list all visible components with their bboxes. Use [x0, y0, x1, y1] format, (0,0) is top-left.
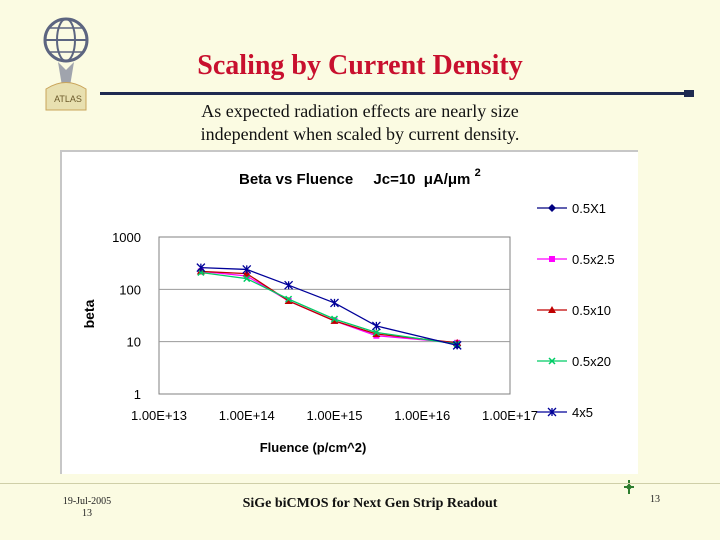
data-point	[371, 321, 381, 331]
x-tick-label: 1.00E+17	[482, 408, 538, 423]
chart-area: Beta vs Fluence Jc=10 μA/μm 2 1 10 100 1000…	[60, 150, 638, 474]
y-axis-label: beta	[81, 299, 97, 328]
data-point	[330, 298, 339, 308]
chart-title-jc: Jc=10	[373, 171, 415, 188]
footer-date: 19-Jul-2005	[62, 496, 112, 507]
footer-rule	[0, 483, 720, 484]
data-point	[285, 295, 293, 303]
footer-page-number: 13	[650, 494, 660, 505]
legend-item: 0.5x2.5	[537, 252, 615, 267]
data-point	[452, 340, 462, 350]
atlas-logo: ATLAS	[43, 17, 89, 111]
series-4x5	[196, 263, 462, 350]
chart-title-main: Beta vs Fluence	[239, 171, 353, 188]
data-point	[196, 263, 206, 273]
legend-label: 0.5X1	[572, 201, 606, 216]
footer-title: SiGe biCMOS for Next Gen Strip Readout	[242, 496, 498, 511]
navigation-icon[interactable]	[621, 479, 637, 495]
data-point	[548, 204, 556, 212]
legend-label: 0.5x2.5	[572, 252, 615, 267]
y-tick-labels: 1 10 100 1000	[112, 230, 141, 402]
beta-vs-fluence-chart: Beta vs Fluence Jc=10 μA/μm 2 1 10 100 1000…	[81, 167, 615, 455]
series-line	[200, 270, 458, 344]
legend: 0.5X1 0.5x2.5 0.5x10 0.5x20 4x5	[537, 201, 615, 420]
footer-date-block: 19-Jul-2005 13	[52, 496, 122, 520]
slide-subtitle: As expected radiation effects are nearly…	[150, 100, 570, 146]
x-tick-label: 1.00E+16	[394, 408, 450, 423]
x-tick-label: 1.00E+14	[219, 408, 275, 423]
data-point	[330, 315, 339, 323]
legend-label: 4x5	[572, 405, 593, 420]
legend-label: 0.5x10	[572, 303, 611, 318]
slide-title: Scaling by Current Density	[197, 50, 523, 81]
chart-title-sup: 2	[475, 167, 481, 179]
legend-item: 0.5x10	[537, 303, 611, 318]
y-tick-label: 1000	[112, 230, 141, 245]
legend-item: 0.5x20	[537, 354, 611, 369]
x-tick-labels: 1.00E+13 1.00E+14 1.00E+15 1.00E+16 1.00E+17	[131, 408, 538, 423]
logo-text: ATLAS	[54, 94, 82, 104]
legend-label: 0.5x20	[572, 354, 611, 369]
data-point	[284, 280, 294, 290]
data-point	[549, 256, 555, 262]
y-tick-label: 1	[134, 387, 141, 402]
title-rule-end	[684, 90, 694, 97]
x-axis-label: Fluence (p/cm^2)	[260, 440, 367, 455]
series-0-5x20	[197, 268, 461, 348]
subtitle-line-1: As expected radiation effects are nearly…	[201, 101, 519, 121]
legend-item: 4x5	[537, 405, 593, 420]
plot-area	[158, 236, 511, 395]
data-point	[548, 357, 556, 365]
plot-frame	[158, 236, 511, 395]
x-tick-label: 1.00E+15	[306, 408, 362, 423]
series-line	[200, 266, 458, 346]
footer-page-left: 13	[82, 508, 92, 519]
data-point	[547, 407, 557, 417]
chart-title-unit: μA/μm	[424, 171, 471, 188]
title-rule	[100, 92, 694, 95]
data-point	[284, 296, 293, 304]
y-tick-label: 10	[127, 335, 141, 350]
data-point	[548, 306, 556, 313]
series-lines	[196, 263, 462, 350]
subtitle-line-2: independent when scaled by current densi…	[200, 124, 520, 144]
chart-title: Beta vs Fluence Jc=10 μA/μm 2	[239, 167, 481, 188]
y-tick-label: 100	[119, 282, 141, 297]
data-point	[243, 275, 251, 283]
data-point	[372, 328, 380, 336]
series-line	[200, 271, 458, 345]
data-point	[242, 264, 252, 274]
x-tick-label: 1.00E+13	[131, 408, 187, 423]
legend-item: 0.5X1	[537, 201, 606, 216]
